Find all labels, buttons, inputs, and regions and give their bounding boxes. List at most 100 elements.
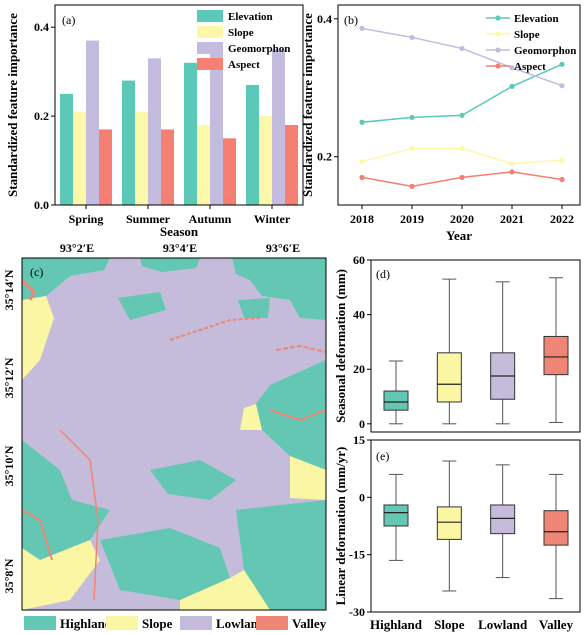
panel-b-xticks: 2018 2019 2020 2021 2022: [350, 205, 574, 226]
box-highland: [383, 504, 409, 527]
map-frame: [21, 257, 327, 611]
map-highland-patch: [150, 460, 236, 500]
legend-swatch-geomorphon: [197, 42, 223, 54]
panel-b-lines: [359, 25, 565, 189]
panel-c-label: (c): [30, 265, 43, 279]
legend-label: Elevation: [514, 13, 559, 25]
panel-a-bars: [60, 40, 298, 206]
panel-a-bar-chart: (a) 0.0 0.2 0.4 Spring Summer Autumn Winter S…: [5, 4, 304, 239]
x-tick-label: Winter: [254, 212, 291, 226]
x-tick-label: Slope: [434, 617, 465, 632]
legend-marker-slope: [495, 31, 501, 37]
panel-d-box-plot: (d) 0 20 40 60 Seasonal deformation (mm): [333, 253, 581, 433]
x-tick-label: Autumn: [189, 212, 232, 226]
x-tick-label: Highland: [370, 617, 423, 632]
map-legend-label: Slope: [142, 616, 173, 631]
box-lowland: [490, 504, 516, 535]
panel-e-label: (e): [376, 449, 389, 463]
bar-elevation-spring: [60, 93, 73, 205]
map-valley-line: [269, 409, 326, 422]
map-legend: Highland Slope Lowland Valley: [24, 616, 327, 631]
panel-b-yticks: 0.2 0.4: [317, 12, 338, 164]
legend-label: Geomorphon: [228, 43, 290, 55]
x-tick-label: 2020: [450, 212, 474, 226]
map-lat-label: 35°10′N: [2, 445, 16, 486]
map-highland-patch: [100, 528, 230, 600]
map-slope-patch: [22, 296, 54, 380]
y-tick-label: 0.2: [317, 150, 332, 164]
map-legend-swatch-valley: [256, 616, 288, 630]
legend-marker-geomorphon: [495, 47, 501, 53]
panel-a-label: (a): [62, 13, 75, 27]
x-tick-label: 2019: [400, 212, 424, 226]
point-slope-2022: [559, 157, 565, 163]
y-tick-label: 0.4: [34, 20, 49, 34]
bar-aspect-autumn: [223, 138, 236, 205]
panel-d-label: (d): [376, 267, 390, 281]
legend-marker-aspect: [495, 63, 501, 69]
panel-d-ylabel: Seasonal deformation (mm): [333, 269, 348, 423]
panel-e-frame: [370, 439, 581, 613]
y-tick-label: 0.2: [34, 109, 49, 123]
bar-elevation-winter: [246, 85, 259, 205]
map-lat-label: 35°14′N: [2, 269, 16, 310]
map-slope-patch: [290, 456, 326, 500]
box-valley: [543, 335, 569, 376]
point-elevation-2022: [559, 61, 565, 67]
bar-geomorphon-winter: [272, 49, 285, 205]
panel-a-xlabel: Season: [160, 224, 199, 239]
map-slope-patch: [180, 570, 270, 610]
panel-e-xticks: Highland Slope Lowland Valley: [370, 617, 574, 632]
y-tick-label: 40: [353, 308, 365, 322]
panel-a-xticks: Spring Summer Autumn Winter: [69, 205, 291, 226]
y-tick-label: 0: [359, 490, 365, 504]
legend-swatch-slope: [197, 26, 223, 38]
legend-label: Elevation: [228, 11, 273, 23]
map-slope-patch: [22, 540, 100, 610]
bar-aspect-spring: [99, 129, 112, 205]
point-geomorphon-2020: [459, 45, 465, 52]
point-slope-2020: [459, 145, 465, 152]
point-geomorphon-2021: [509, 65, 515, 71]
map-highland-patch: [236, 500, 326, 610]
map-legend-swatch-slope: [106, 616, 138, 630]
panel-b-frame: [337, 4, 581, 206]
map-legend-swatch-highland: [24, 616, 56, 630]
point-slope-2019: [409, 145, 415, 152]
map-lon-label: 93°6′E: [266, 241, 300, 255]
panel-e-yticks: 15 0 -15 -30: [349, 433, 371, 619]
map-valley-line: [169, 317, 261, 341]
legend-swatch-elevation: [197, 10, 223, 22]
bar-slope-summer: [135, 111, 148, 205]
point-geomorphon-2022: [559, 83, 565, 89]
map-highland-patch: [238, 298, 270, 318]
x-tick-label: Spring: [69, 212, 104, 226]
panel-e-boxes: [383, 460, 569, 600]
bar-aspect-summer: [161, 129, 174, 205]
panel-d-boxes: [383, 277, 569, 425]
point-slope-2021: [509, 161, 515, 167]
x-tick-label: Summer: [126, 212, 171, 226]
map-valley-line: [59, 429, 99, 601]
map-legend-swatch-lowland: [180, 616, 212, 630]
point-elevation-2018: [359, 119, 365, 125]
point-aspect-2018: [359, 174, 365, 181]
map-lon-label: 93°4′E: [163, 241, 197, 255]
y-tick-label: 0: [359, 417, 365, 431]
bar-geomorphon-spring: [86, 40, 99, 205]
panel-b-label: (b): [344, 13, 358, 27]
x-tick-label: 2022: [550, 212, 574, 226]
map-legend-label: Lowland: [216, 616, 266, 631]
box-highland: [383, 390, 409, 411]
map-legend-label: Valley: [292, 616, 327, 631]
map-highland-patch: [232, 258, 326, 320]
x-tick-label: 2018: [350, 212, 374, 226]
point-geomorphon-2018: [359, 25, 365, 32]
y-tick-label: -30: [349, 605, 365, 619]
point-elevation-2020: [459, 112, 465, 118]
bar-elevation-summer: [122, 80, 135, 205]
point-aspect-2021: [509, 169, 515, 175]
map-lat-label: 35°12′N: [2, 357, 16, 398]
map-valley-line: [275, 344, 326, 353]
x-tick-label: Valley: [539, 617, 574, 632]
